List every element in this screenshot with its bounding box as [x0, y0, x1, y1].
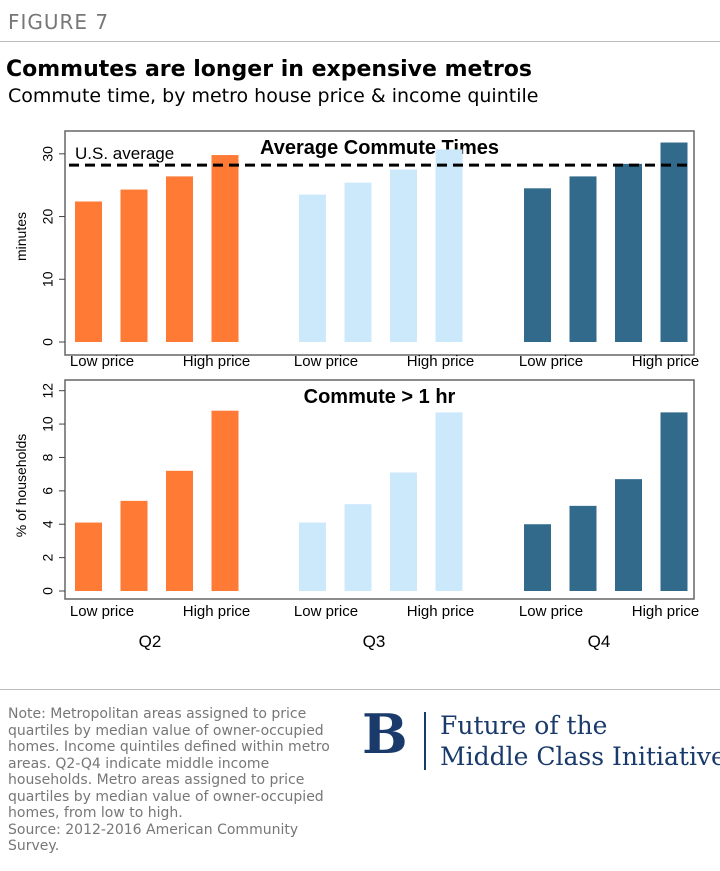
y-axis-label: minutes — [13, 212, 29, 261]
panel-title: Commute > 1 hr — [304, 386, 456, 408]
bar — [524, 188, 551, 342]
group-label: Q3 — [363, 632, 386, 651]
x-label-low: Low price — [70, 353, 134, 370]
bar — [166, 470, 193, 591]
y-tick-label: 4 — [40, 520, 56, 528]
bar — [120, 189, 148, 342]
x-label-high: High price — [183, 353, 251, 370]
x-label-low: Low price — [294, 353, 358, 370]
bottom-divider — [0, 689, 720, 690]
logo-line-1: Future of the — [440, 711, 608, 740]
y-tick-label: 6 — [40, 487, 56, 495]
x-label-high: High price — [407, 603, 475, 620]
x-label-high: High price — [632, 353, 700, 370]
x-label-low: Low price — [519, 353, 583, 370]
x-label-low: Low price — [519, 603, 583, 620]
bar — [75, 201, 102, 342]
logo-line-2: Middle Class Initiative — [440, 742, 720, 771]
panel-frame — [64, 379, 695, 600]
bar — [390, 472, 417, 591]
bar — [75, 522, 102, 591]
bar — [344, 504, 372, 591]
bar — [120, 500, 148, 591]
y-tick-label: 10 — [40, 271, 56, 287]
y-tick-label: 20 — [40, 209, 56, 225]
footnote: Note: Metropolitan areas assigned to pri… — [8, 706, 348, 855]
bar — [344, 182, 372, 342]
note-text: Note: Metropolitan areas assigned to pri… — [8, 706, 330, 821]
y-tick-label: 0 — [40, 338, 56, 346]
bar — [435, 412, 463, 591]
source-text: Source: 2012-2016 American Community Sur… — [8, 821, 299, 855]
bar — [166, 176, 193, 342]
bar — [569, 505, 597, 591]
group-label: Q2 — [139, 632, 162, 651]
panel-title: Average Commute Times — [260, 137, 499, 159]
x-label-high: High price — [183, 603, 251, 620]
y-tick-label: 10 — [40, 416, 56, 432]
bar — [524, 524, 551, 591]
y-tick-label: 0 — [40, 587, 56, 595]
bar — [211, 155, 239, 342]
x-label-high: High price — [407, 353, 475, 370]
panel-frame — [64, 130, 695, 356]
bar — [615, 479, 642, 591]
y-tick-label: 8 — [40, 453, 56, 461]
us-average-label: U.S. average — [75, 144, 174, 163]
top-divider — [0, 41, 720, 42]
figure-label: FIGURE 7 — [8, 10, 110, 34]
logo-divider — [424, 712, 426, 770]
logo-text: Future of the Middle Class Initiative — [440, 710, 720, 772]
logo-letter: B — [362, 702, 408, 766]
bar — [211, 410, 239, 591]
chart-title: Commutes are longer in expensive metros — [6, 57, 533, 82]
x-label-high: High price — [632, 603, 700, 620]
bar — [569, 176, 597, 342]
bar — [660, 412, 688, 591]
y-tick-label: 2 — [40, 554, 56, 562]
bar — [660, 142, 688, 342]
bar — [299, 522, 326, 591]
bar — [299, 194, 326, 342]
x-label-low: Low price — [70, 603, 134, 620]
y-axis-label: % of households — [13, 434, 29, 538]
x-label-low: Low price — [294, 603, 358, 620]
bar — [615, 163, 642, 342]
chart-subtitle: Commute time, by metro house price & inc… — [8, 85, 539, 107]
group-label: Q4 — [588, 632, 611, 651]
y-tick-label: 12 — [40, 383, 56, 399]
bar — [435, 149, 463, 342]
bar — [390, 169, 417, 342]
y-tick-label: 30 — [40, 146, 56, 162]
